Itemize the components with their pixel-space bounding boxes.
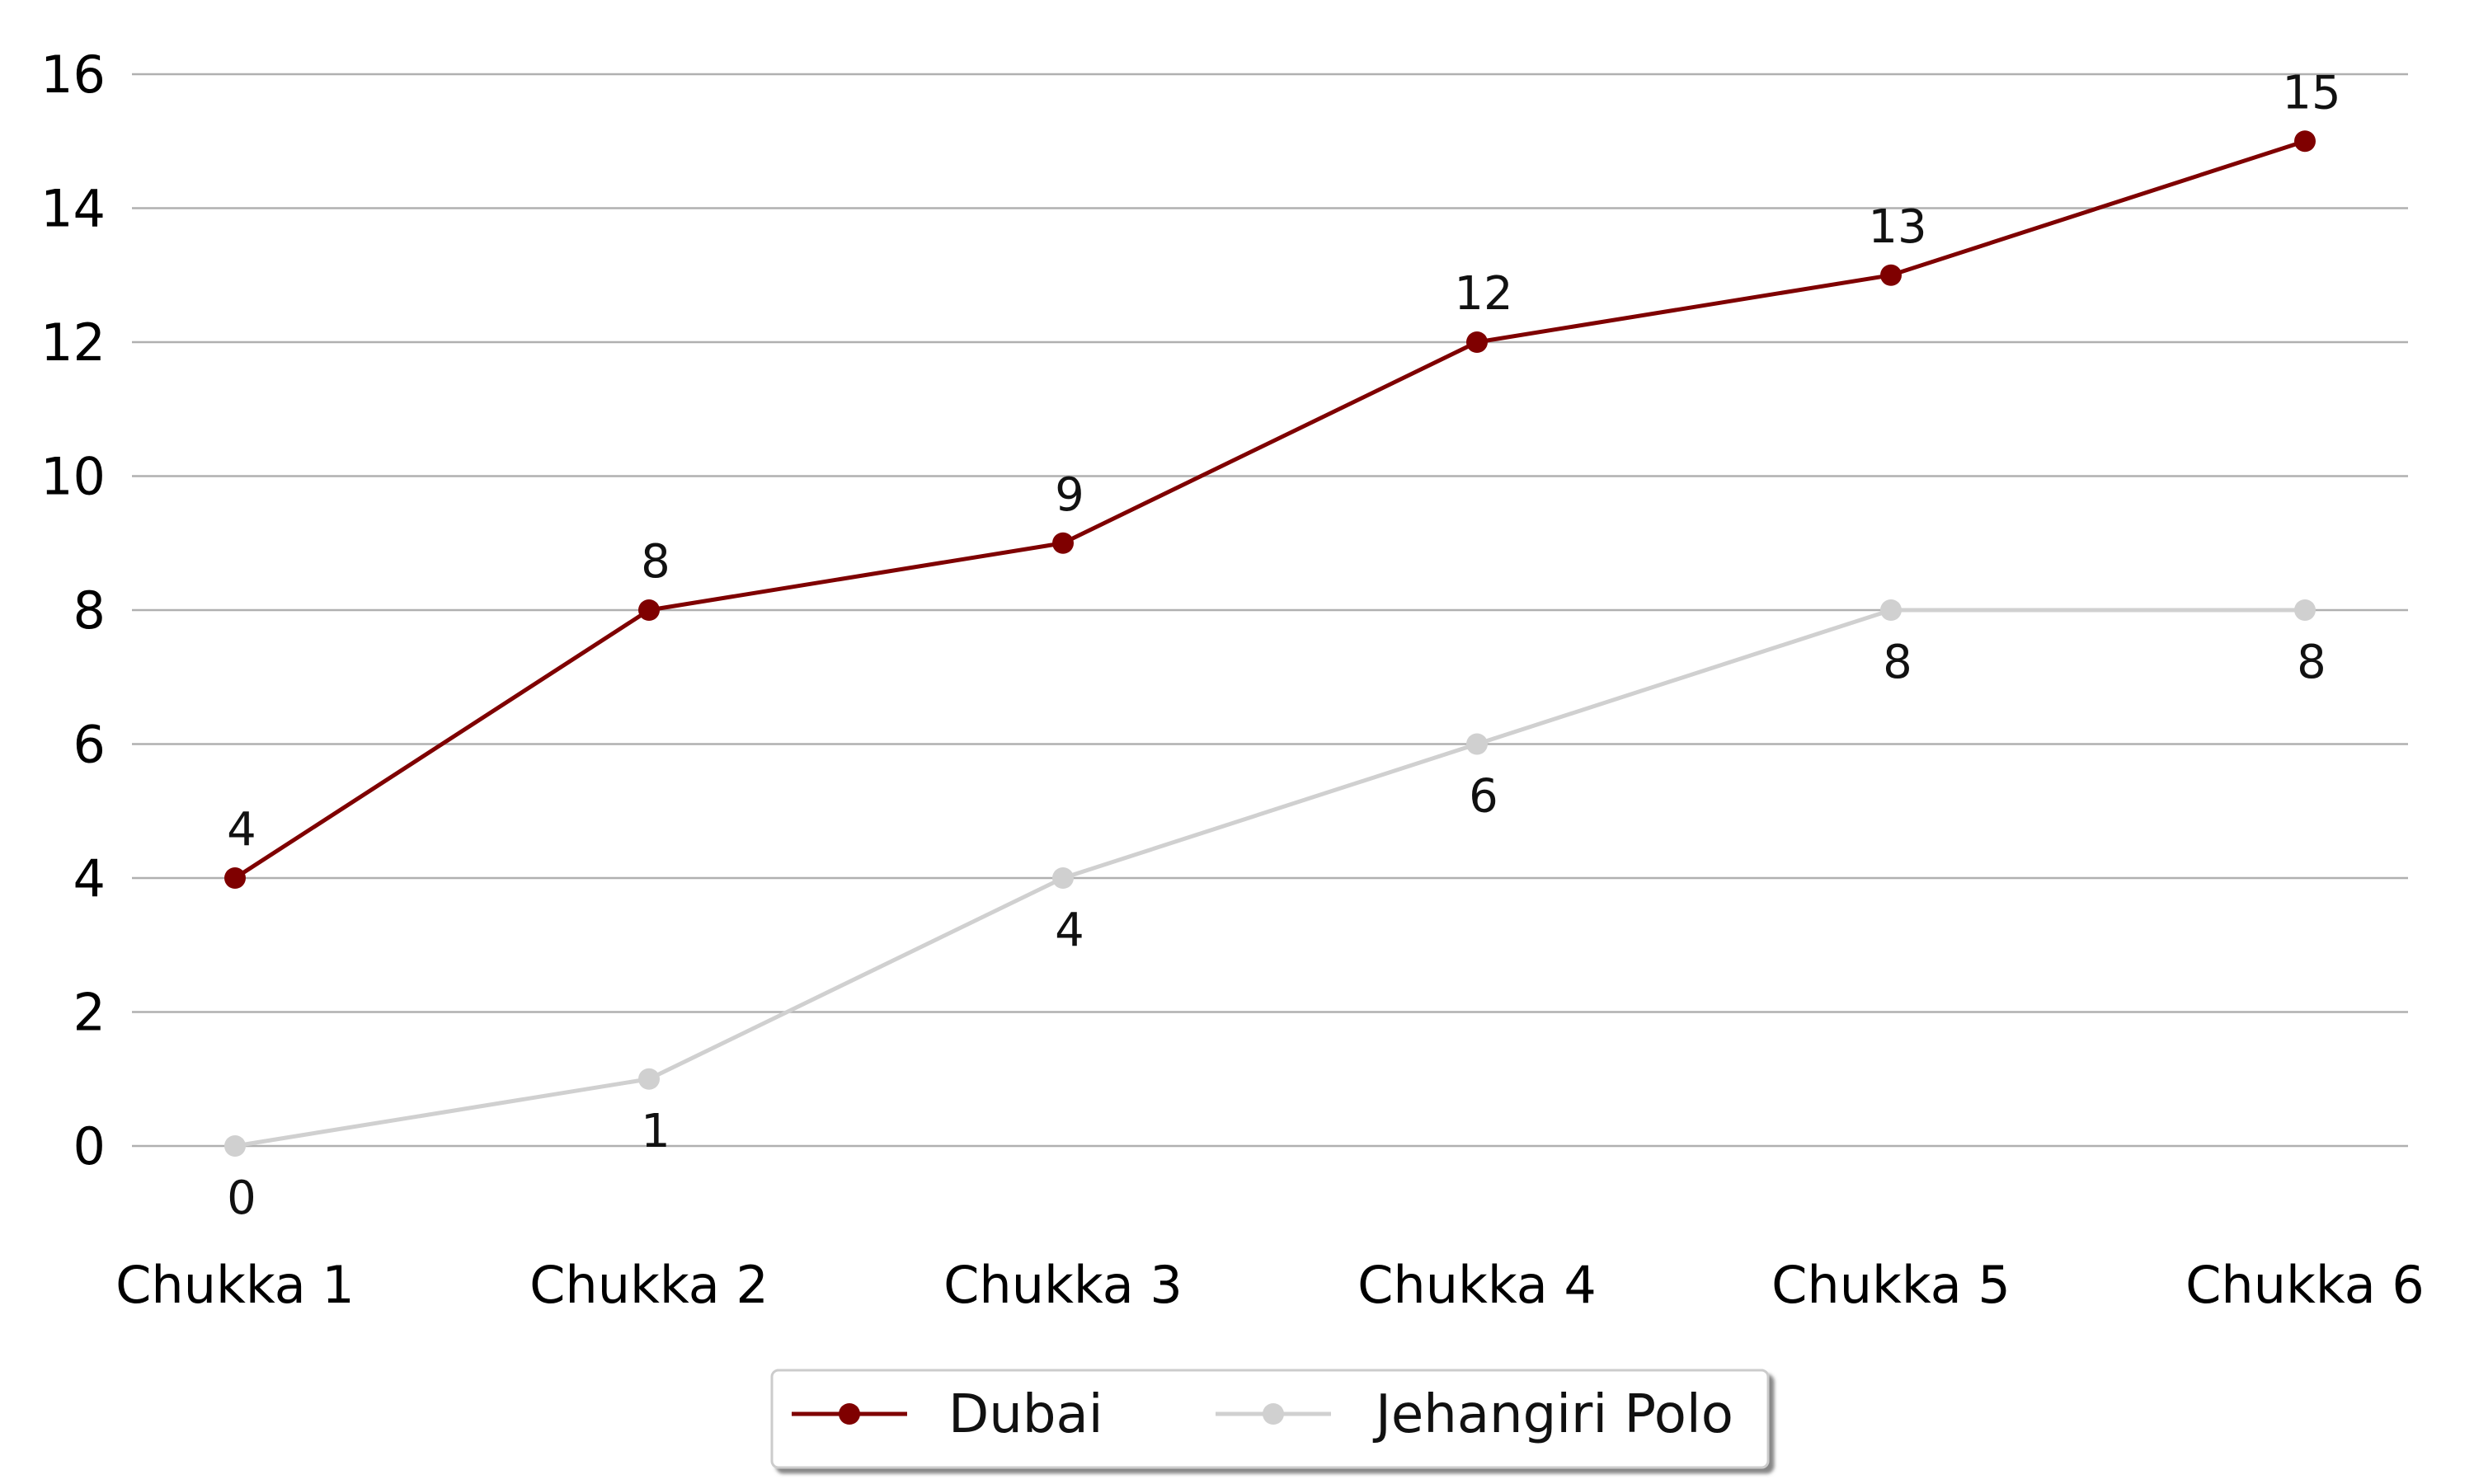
data-point [2294, 599, 2316, 621]
data-label: 13 [1868, 200, 1926, 254]
data-point [638, 1068, 660, 1090]
x-tick-label: Chukka 4 [1357, 1255, 1597, 1315]
y-axis-ticks: 0 2 4 6 8 10 12 14 16 [40, 45, 106, 1176]
legend-swatch-marker [1263, 1403, 1284, 1425]
data-label: 9 [1055, 468, 1084, 522]
legend-label: Jehangiri Polo [1372, 1384, 1733, 1445]
grid-lines [132, 73, 2408, 1148]
data-label: 1 [641, 1105, 670, 1158]
data-point [1466, 331, 1488, 353]
legend-swatch-marker [839, 1403, 860, 1425]
y-tick-label: 10 [40, 447, 106, 507]
data-point [1880, 264, 1902, 286]
y-tick-label: 4 [73, 848, 106, 909]
data-point [1466, 733, 1488, 755]
legend: Dubai Jehangiri Polo [770, 1369, 1770, 1469]
data-point [224, 867, 246, 889]
data-label: 12 [1454, 267, 1512, 321]
data-label: 4 [1055, 904, 1084, 957]
data-label: 0 [227, 1172, 256, 1225]
y-tick-label: 16 [40, 45, 106, 105]
data-point [638, 599, 660, 621]
series-line-0 [233, 139, 2307, 881]
series-line-1 [233, 608, 2307, 1148]
y-tick-label: 6 [73, 715, 106, 775]
data-point [1880, 599, 1902, 621]
y-tick-label: 0 [73, 1116, 106, 1176]
x-tick-label: Chukka 3 [943, 1255, 1183, 1315]
data-point [1052, 532, 1074, 554]
data-labels: 0 1 4 6 8 8 4 8 9 12 13 15 [227, 66, 2340, 1225]
data-label: 4 [227, 803, 256, 857]
data-label: 6 [1469, 770, 1498, 824]
data-label: 8 [641, 535, 670, 589]
y-tick-label: 12 [40, 312, 106, 373]
data-point [224, 1135, 246, 1157]
x-tick-label: Chukka 1 [115, 1255, 355, 1315]
legend-label: Dubai [948, 1384, 1103, 1445]
series-lines [224, 130, 2316, 1157]
data-label: 8 [1883, 636, 1912, 689]
x-tick-label: Chukka 5 [1771, 1255, 2011, 1315]
x-tick-label: Chukka 2 [529, 1255, 769, 1315]
y-tick-label: 2 [73, 983, 106, 1043]
data-point [1052, 867, 1074, 889]
data-point [2294, 130, 2316, 153]
x-tick-label: Chukka 6 [2185, 1255, 2425, 1315]
y-tick-label: 14 [40, 179, 106, 239]
data-label: 15 [2282, 66, 2340, 120]
data-label: 8 [2297, 636, 2326, 689]
x-axis-ticks: Chukka 1 Chukka 2 Chukka 3 Chukka 4 Chukka 5… [115, 1255, 2425, 1315]
y-tick-label: 8 [73, 580, 106, 641]
